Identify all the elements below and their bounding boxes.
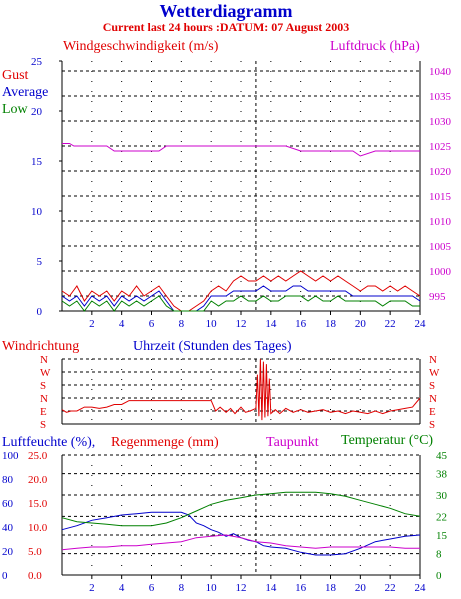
- series-temperatur: [61, 491, 421, 527]
- legend-average: Average: [2, 85, 48, 100]
- humidity-title: Luftfeuchte (%),: [2, 435, 95, 450]
- direction-right-label-1: E: [429, 406, 436, 418]
- pressure-ytick-label-995: 995: [429, 291, 446, 303]
- direction-left-label-0: S: [40, 419, 46, 431]
- wind-xtick-label-22: 22: [385, 318, 396, 330]
- direction-left-label-4: W: [40, 367, 51, 379]
- direction-left-label-1: E: [40, 406, 47, 418]
- humidity-ytick-label-60: 60: [2, 498, 14, 510]
- wind-ytick-label-5: 5: [37, 256, 43, 268]
- series-taupunkt: [61, 534, 420, 551]
- wind-xtick-label-24: 24: [415, 318, 427, 330]
- rain-ytick-label-0: 0.0: [28, 570, 42, 582]
- temp-ytick-label-0: 0: [436, 570, 442, 582]
- dewpoint-title: Taupunkt: [266, 435, 319, 450]
- wind-xtick-label-4: 4: [119, 318, 125, 330]
- temp-ytick-label-8: 8: [436, 549, 442, 561]
- humidity-xtick-label-24: 24: [415, 582, 427, 594]
- chart-subtitle: Current last 24 hours :DATUM: 07 August …: [103, 20, 350, 34]
- rain-ytick-label-1: 5.0: [28, 546, 42, 558]
- humidity-xtick-label-20: 20: [355, 582, 367, 594]
- wind-speed-title: Windgeschwindigkeit (m/s): [63, 39, 219, 54]
- series-low: [61, 295, 420, 312]
- pressure-ytick-label-1035: 1035: [429, 91, 452, 103]
- pressure-ytick-label-1015: 1015: [429, 191, 452, 203]
- plot-layer: 0510152025995100010051010101510201025103…: [2, 56, 452, 594]
- series-windrichtung: [61, 358, 421, 421]
- legend-gust: Gust: [2, 68, 29, 83]
- direction-right-label-2: N: [429, 393, 437, 405]
- pressure-ytick-label-1040: 1040: [429, 66, 452, 78]
- pressure-title: Luftdruck (hPa): [330, 39, 420, 54]
- temp-ytick-label-30: 30: [436, 490, 448, 502]
- wind-ytick-label-0: 0: [37, 306, 43, 318]
- series-gust: [61, 270, 421, 312]
- temperature-title: Temperatur (°C): [341, 433, 433, 448]
- humidity-xtick-label-8: 8: [179, 582, 185, 594]
- rain-title: Regenmenge (mm): [111, 435, 219, 450]
- series-luftfeuchte: [61, 511, 421, 556]
- wind-xtick-label-10: 10: [206, 318, 218, 330]
- pressure-ytick-label-1010: 1010: [429, 216, 452, 228]
- pressure-ytick-label-1030: 1030: [429, 116, 452, 128]
- humidity-xtick-label-10: 10: [206, 582, 218, 594]
- time-axis-title: Uhrzeit (Stunden des Tages): [133, 339, 292, 354]
- humidity-xtick-label-18: 18: [325, 582, 337, 594]
- wind-ytick-label-10: 10: [31, 206, 43, 218]
- wind-xtick-label-8: 8: [179, 318, 185, 330]
- temp-ytick-label-22: 22: [436, 511, 447, 523]
- pressure-ytick-label-1020: 1020: [429, 166, 452, 178]
- wind-xtick-label-18: 18: [325, 318, 337, 330]
- pressure-ytick-label-1025: 1025: [429, 141, 452, 153]
- humidity-xtick-label-22: 22: [385, 582, 396, 594]
- humidity-xtick-label-12: 12: [236, 582, 247, 594]
- legend-low: Low: [2, 102, 29, 117]
- direction-right-label-0: S: [429, 419, 435, 431]
- direction-left-label-5: N: [40, 354, 48, 366]
- humidity-xtick-label-4: 4: [119, 582, 125, 594]
- wind-xtick-label-2: 2: [89, 318, 95, 330]
- wind-ytick-label-25: 25: [31, 56, 43, 68]
- temp-ytick-label-15: 15: [436, 530, 448, 542]
- rain-ytick-label-5: 25.0: [28, 450, 48, 462]
- wind-xtick-label-20: 20: [355, 318, 367, 330]
- wind-ytick-label-20: 20: [31, 106, 43, 118]
- wind-direction-title: Windrichtung: [2, 339, 79, 354]
- humidity-xtick-label-6: 6: [149, 582, 155, 594]
- direction-left-label-2: N: [40, 393, 48, 405]
- direction-right-label-3: S: [429, 380, 435, 392]
- wind-xtick-label-6: 6: [149, 318, 155, 330]
- temp-ytick-label-45: 45: [436, 450, 448, 462]
- direction-right-label-4: W: [429, 367, 440, 379]
- chart-title: Wetterdiagramm: [160, 1, 293, 21]
- series-average: [61, 285, 421, 312]
- humidity-ytick-label-20: 20: [2, 546, 14, 558]
- humidity-xtick-label-16: 16: [295, 582, 307, 594]
- series-luftdruck: [62, 143, 420, 157]
- direction-right-label-5: N: [429, 354, 437, 366]
- pressure-ytick-label-1005: 1005: [429, 241, 452, 253]
- humidity-ytick-label-0: 0: [2, 570, 8, 582]
- rain-ytick-label-3: 15.0: [28, 498, 48, 510]
- rain-ytick-label-4: 20.0: [28, 474, 48, 486]
- humidity-ytick-label-100: 100: [2, 450, 19, 462]
- direction-left-label-3: S: [40, 380, 46, 392]
- rain-ytick-label-2: 10.0: [28, 522, 48, 534]
- humidity-xtick-label-14: 14: [265, 582, 277, 594]
- wind-xtick-label-16: 16: [295, 318, 307, 330]
- pressure-ytick-label-1000: 1000: [429, 266, 452, 278]
- humidity-ytick-label-40: 40: [2, 522, 14, 534]
- wind-ytick-label-15: 15: [31, 156, 43, 168]
- humidity-xtick-label-2: 2: [89, 582, 95, 594]
- wind-xtick-label-12: 12: [236, 318, 247, 330]
- humidity-ytick-label-80: 80: [2, 474, 14, 486]
- wind-xtick-label-14: 14: [265, 318, 277, 330]
- temp-ytick-label-38: 38: [436, 469, 448, 481]
